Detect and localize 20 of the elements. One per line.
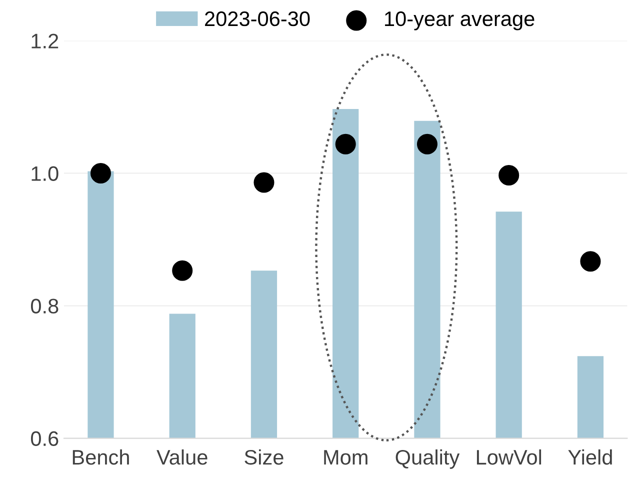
point xyxy=(90,162,111,184)
y-tick-label: 0.6 xyxy=(30,431,58,446)
y-tick-label: 0.8 xyxy=(30,298,58,314)
point xyxy=(580,251,601,272)
x-tick-label: Size xyxy=(244,449,284,465)
x-tick-label: Bench xyxy=(72,449,129,465)
point xyxy=(416,134,438,154)
point xyxy=(335,134,356,154)
x-tick-label: Mom xyxy=(324,450,368,465)
y-tick-label: 1.2 xyxy=(32,34,58,48)
x-tick-label: Value xyxy=(156,449,208,465)
point xyxy=(498,164,520,186)
point xyxy=(254,172,274,193)
x-tick-label: Yield xyxy=(568,449,612,465)
x-tick-label: Quality xyxy=(396,449,460,469)
x-tick-label: LowVol xyxy=(476,449,542,465)
legend-label: 10-year average xyxy=(385,11,534,30)
y-tick-label: 1.0 xyxy=(32,166,58,181)
legend-label: 2023-06-30 xyxy=(205,11,310,26)
point xyxy=(172,260,193,281)
